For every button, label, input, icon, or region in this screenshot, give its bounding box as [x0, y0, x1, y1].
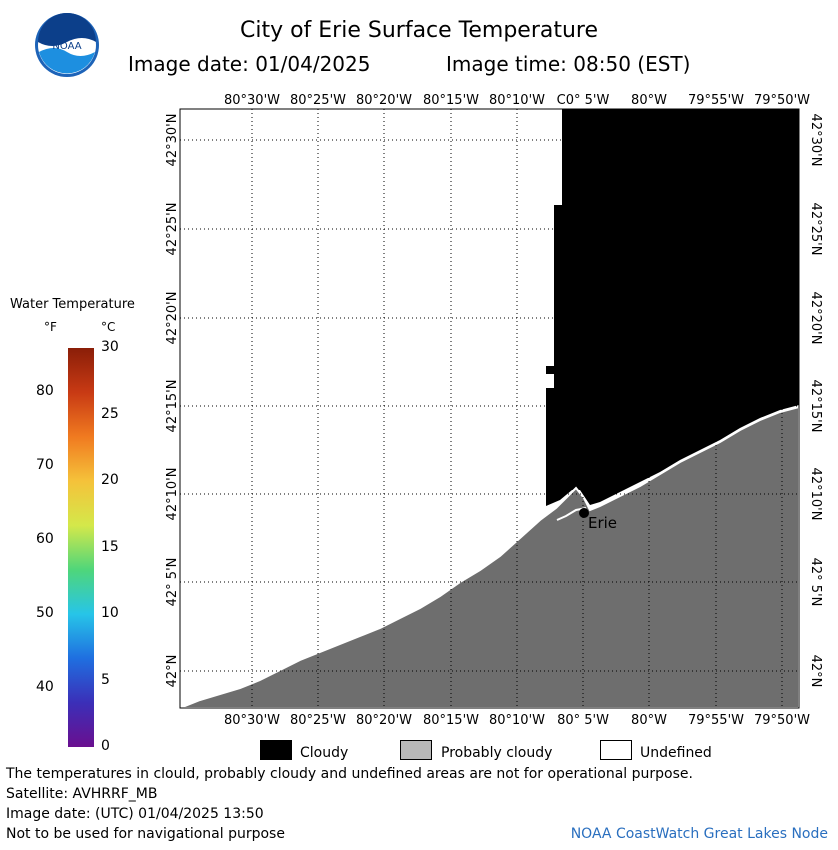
key-swatch-cloudy [260, 740, 292, 760]
key-label-cloudy: Cloudy [300, 745, 349, 761]
erie-city-marker [579, 508, 589, 518]
legend-tick-f: 40 [36, 678, 54, 695]
lat-label-left: 42°25'N [165, 203, 180, 256]
operational-note: The temperatures in clould, probably clo… [6, 766, 693, 782]
legend-tick-c: 20 [101, 472, 119, 488]
city-label-erie: Erie [588, 514, 618, 532]
lat-label-left: 42°N [165, 655, 180, 688]
temperature-colorbar [68, 348, 94, 747]
noaa-logo-icon: NOAA [35, 13, 99, 77]
legend-tick-f: 70 [36, 457, 54, 474]
lat-label-right: 42°25'N [808, 203, 823, 256]
legend-tick-c: 30 [101, 339, 119, 355]
legend-tick-c: 5 [101, 671, 110, 688]
lat-label-right: 42°15'N [808, 380, 823, 433]
legend-unit-f: °F [44, 320, 57, 334]
cloudy-area [546, 109, 799, 506]
lon-label-bottom: 80°15'W [423, 713, 479, 728]
map-frame [179, 108, 800, 709]
legend-title: Water Temperature [10, 297, 135, 312]
legend-tick-f: 60 [36, 531, 54, 548]
key-swatch-undefined [600, 740, 632, 760]
legend-unit-c: °C [101, 320, 116, 334]
lon-label-bottom: 80° 5'W [557, 713, 609, 728]
lon-label-top: 80°30'W [224, 93, 280, 108]
image-date: Image date: 01/04/2025 [128, 52, 371, 76]
image-time: Image time: 08:50 (EST) [446, 52, 691, 76]
lon-label-bottom: 80°20'W [356, 713, 412, 728]
lon-label-bottom: 79°55'W [688, 713, 744, 728]
lon-label-top: 80°20'W [356, 93, 412, 108]
legend-tick-f: 50 [36, 605, 54, 621]
lon-label-top: C0° 5'W [557, 93, 610, 108]
key-swatch-probably-cloudy [400, 740, 432, 760]
key-label-probably-cloudy: Probably cloudy [441, 745, 553, 761]
lat-label-right: 42°30'N [808, 114, 823, 167]
lat-label-right: 42° 5'N [808, 558, 823, 607]
lat-label-right: 42°N [808, 655, 823, 688]
satellite-info: Satellite: AVHRRF_MB [6, 786, 158, 802]
legend-tick-c: 0 [101, 738, 110, 754]
lat-label-right: 42°10'N [808, 468, 823, 521]
lon-label-bottom: 80°10'W [489, 713, 545, 728]
legend-tick-c: 15 [101, 538, 119, 555]
lon-label-top: 79°50'W [754, 93, 810, 108]
logo-text: NOAA [52, 41, 81, 52]
lon-label-top: 80°25'W [290, 93, 346, 108]
legend-tick-f: 80 [36, 383, 54, 400]
lat-label-left: 42°30'N [165, 114, 180, 167]
lat-label-left: 42°20'N [165, 292, 180, 345]
navigation-warning: Not to be used for navigational purpose [6, 826, 285, 842]
lon-label-top: 80°15'W [423, 93, 479, 108]
legend-tick-c: 25 [101, 405, 119, 422]
lon-label-top: 80°10'W [489, 93, 545, 108]
noaa-credit-link[interactable]: NOAA CoastWatch Great Lakes Node [570, 826, 828, 842]
lat-label-left: 42° 5'N [165, 558, 180, 607]
lon-label-top: 79°55'W [688, 93, 744, 108]
lat-label-left: 42°10'N [165, 468, 180, 521]
lat-label-left: 42°15'N [165, 380, 180, 433]
page-title: City of Erie Surface Temperature [239, 18, 599, 43]
probably-cloudy-area [179, 405, 800, 709]
lon-label-bottom: 80°25'W [290, 713, 346, 728]
lon-label-bottom: 79°50'W [754, 713, 810, 728]
legend-tick-c: 10 [101, 605, 119, 621]
lon-label-bottom: 80°30'W [224, 713, 280, 728]
utc-date: Image date: (UTC) 01/04/2025 13:50 [6, 806, 264, 822]
key-label-undefined: Undefined [640, 745, 712, 761]
lon-label-bottom: 80°W [631, 713, 667, 728]
lat-label-right: 42°20'N [808, 292, 823, 345]
lon-label-top: 80°W [631, 93, 667, 108]
